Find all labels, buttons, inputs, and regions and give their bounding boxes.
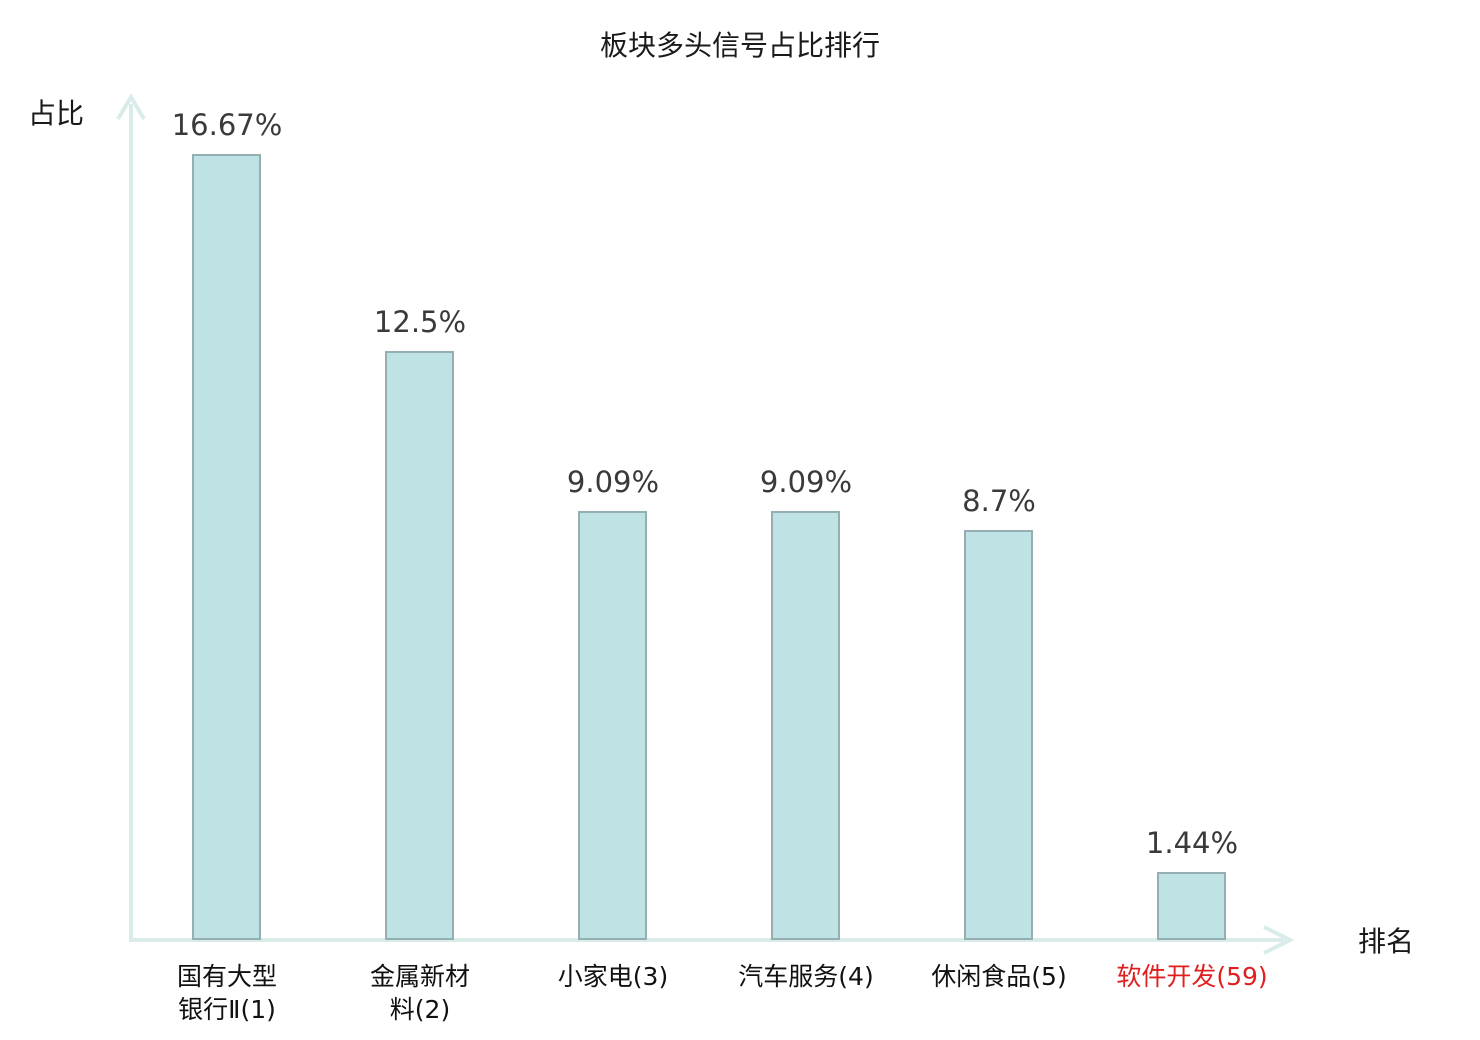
bar-5	[964, 530, 1033, 940]
value-label: 9.09%	[759, 465, 853, 499]
category-label: 汽车服务(4)	[738, 962, 874, 991]
value-label: 9.09%	[566, 465, 660, 499]
chart-title: 板块多头信号占比排行	[599, 29, 880, 62]
category-label: 国有大型 银行Ⅱ(1)	[176, 962, 277, 1024]
category-label: 小家电(3)	[557, 962, 669, 991]
category-label: 休闲食品(5)	[931, 962, 1067, 991]
bar-4	[771, 511, 840, 940]
x-axis-label: 排名	[1358, 925, 1415, 958]
value-label: 8.7%	[962, 484, 1036, 518]
bar-2	[385, 351, 454, 940]
value-label: 1.44%	[1145, 826, 1239, 860]
bar-3	[578, 511, 647, 940]
x-axis-arrow-icon	[1263, 925, 1295, 955]
value-label: 16.67%	[171, 108, 283, 142]
y-axis-arrow-icon	[116, 93, 146, 121]
category-label: 金属新材 料(2)	[369, 962, 470, 1024]
bar-1	[192, 154, 261, 940]
bar-6	[1157, 872, 1226, 940]
value-label: 12.5%	[373, 305, 467, 339]
y-axis-label: 占比	[28, 97, 85, 130]
category-label: 软件开发(59)	[1116, 962, 1268, 991]
